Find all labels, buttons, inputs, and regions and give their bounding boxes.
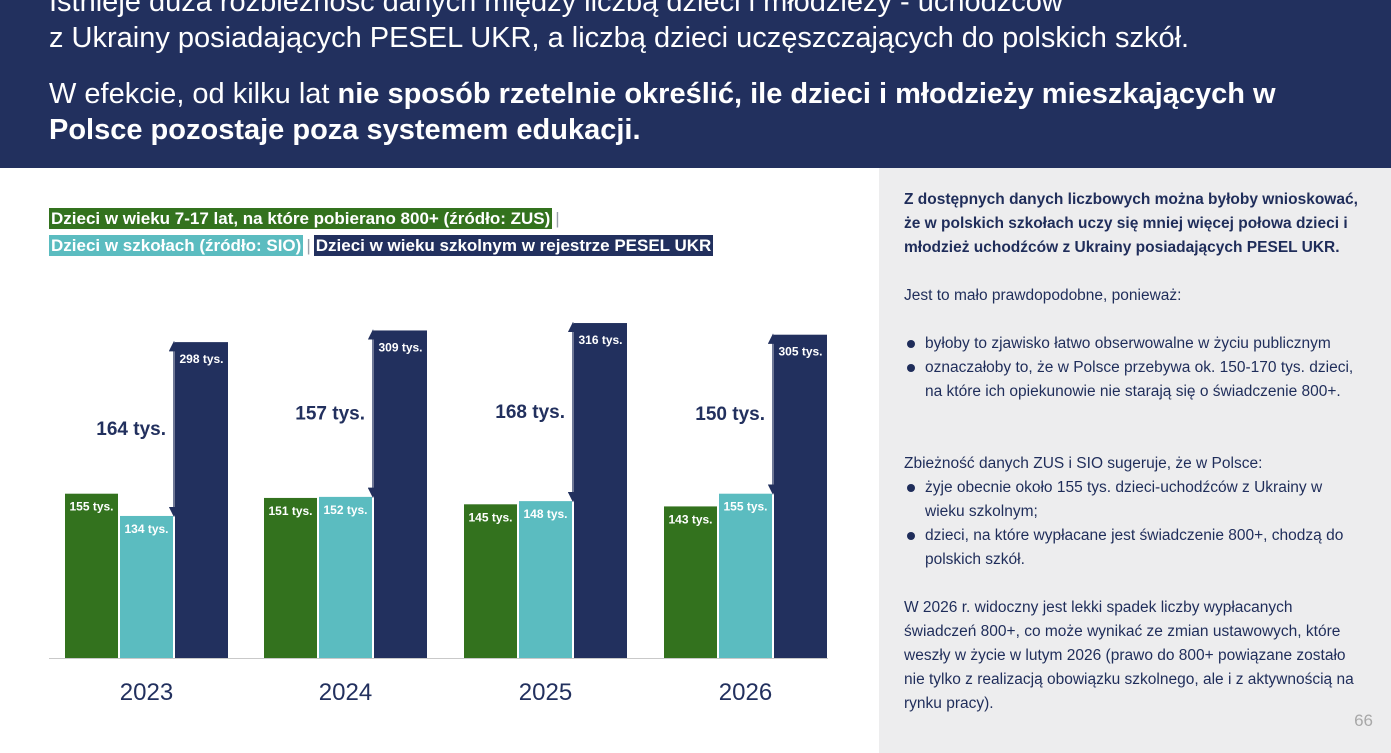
bar-sio-2025 — [519, 501, 572, 658]
data-label: 152 tys. — [323, 503, 367, 517]
x-tick-label: 2024 — [319, 679, 372, 706]
bar-sio-2024 — [319, 496, 372, 658]
page-number: 66 — [1354, 711, 1373, 730]
bar-zus-2024 — [264, 497, 317, 658]
data-label: 134 tys. — [124, 522, 168, 536]
x-tick-label: 2023 — [120, 679, 173, 706]
side-p3-lead: Zbieżność danych ZUS i SIO sugeruje, że … — [904, 455, 1263, 472]
gap-label: 164 tys. — [96, 419, 166, 440]
chart-legend: Dzieci w wieku 7-17 lat, na które pobier… — [49, 207, 714, 261]
legend-separator: | — [555, 209, 560, 228]
side-closing: W 2026 r. widoczny jest lekki spadek lic… — [904, 599, 1354, 712]
gap-label: 168 tys. — [495, 402, 565, 423]
header-subtitle-bold: nie sposób rzetelnie określić, ile dziec… — [49, 78, 1276, 146]
bar-zus-2023 — [65, 493, 118, 658]
legend-zus: Dzieci w wieku 7-17 lat, na które pobier… — [49, 208, 553, 229]
side-p3-list: żyje obecnie około 155 tys. dzieci-uchod… — [904, 476, 1364, 572]
legend-sio: Dzieci w szkołach (źródło: SIO) — [49, 235, 304, 256]
side-panel-text: Z dostępnych danych liczbowych można był… — [904, 188, 1364, 740]
list-item: dzieci, na które wypłacane jest świadcze… — [904, 524, 1364, 572]
bar-chart: 155 tys. 134 tys. 298 tys. 164 tys. 2023 151 … — [49, 321, 828, 706]
bar-zus-2025 — [464, 504, 517, 658]
gap-label: 157 tys. — [295, 404, 365, 425]
x-tick-label: 2026 — [719, 679, 772, 706]
bar-pesel-2023 — [175, 342, 228, 658]
header-subtitle-plain: W efekcie, od kilku lat — [49, 78, 338, 110]
x-tick-label: 2025 — [519, 679, 572, 706]
side-panel: Z dostępnych danych liczbowych można był… — [879, 168, 1391, 753]
side-paragraph: Zbieżność danych ZUS i SIO sugeruje, że … — [904, 452, 1364, 572]
header-title: Istnieje duża rozbieżność danych między … — [49, 0, 1190, 54]
header-banner: Istnieje duża rozbieżność danych między … — [0, 0, 1391, 168]
data-label: 305 tys. — [778, 345, 822, 359]
bar-sio-2023 — [120, 515, 173, 658]
data-label: 298 tys. — [179, 352, 223, 366]
legend-pesel: Dzieci w wieku szkolnym w rejestrze PESE… — [313, 235, 714, 256]
list-item: oznaczałoby to, że w Polsce przebywa ok.… — [904, 356, 1364, 404]
data-label: 316 tys. — [578, 333, 622, 347]
side-p2-list: byłoby to zjawisko łatwo obserwowalne w … — [904, 332, 1364, 404]
data-label: 148 tys. — [523, 507, 567, 521]
data-label: 155 tys. — [723, 500, 767, 514]
legend-separator: | — [306, 236, 311, 255]
data-label: 309 tys. — [378, 340, 422, 354]
list-item: żyje obecnie około 155 tys. dzieci-uchod… — [904, 476, 1364, 524]
data-label: 145 tys. — [468, 510, 512, 524]
list-item: byłoby to zjawisko łatwo obserwowalne w … — [904, 332, 1364, 356]
bar-pesel-2026 — [774, 334, 827, 658]
gap-label: 150 tys. — [695, 404, 765, 425]
data-label: 151 tys. — [268, 504, 312, 518]
bar-zus-2026 — [664, 506, 717, 658]
data-label: 143 tys. — [668, 512, 712, 526]
bar-pesel-2025 — [574, 323, 627, 658]
bar-sio-2026 — [719, 493, 772, 658]
side-paragraph: Jest to mało prawdopodobne, ponieważ: — [904, 284, 1364, 308]
side-intro: Z dostępnych danych liczbowych można był… — [904, 191, 1358, 256]
header-subtitle: W efekcie, od kilku lat nie sposób rzete… — [49, 76, 1369, 148]
side-p2-lead: Jest to mało prawdopodobne, ponieważ: — [904, 287, 1182, 304]
bar-pesel-2024 — [374, 330, 427, 658]
data-label: 155 tys. — [69, 500, 113, 514]
